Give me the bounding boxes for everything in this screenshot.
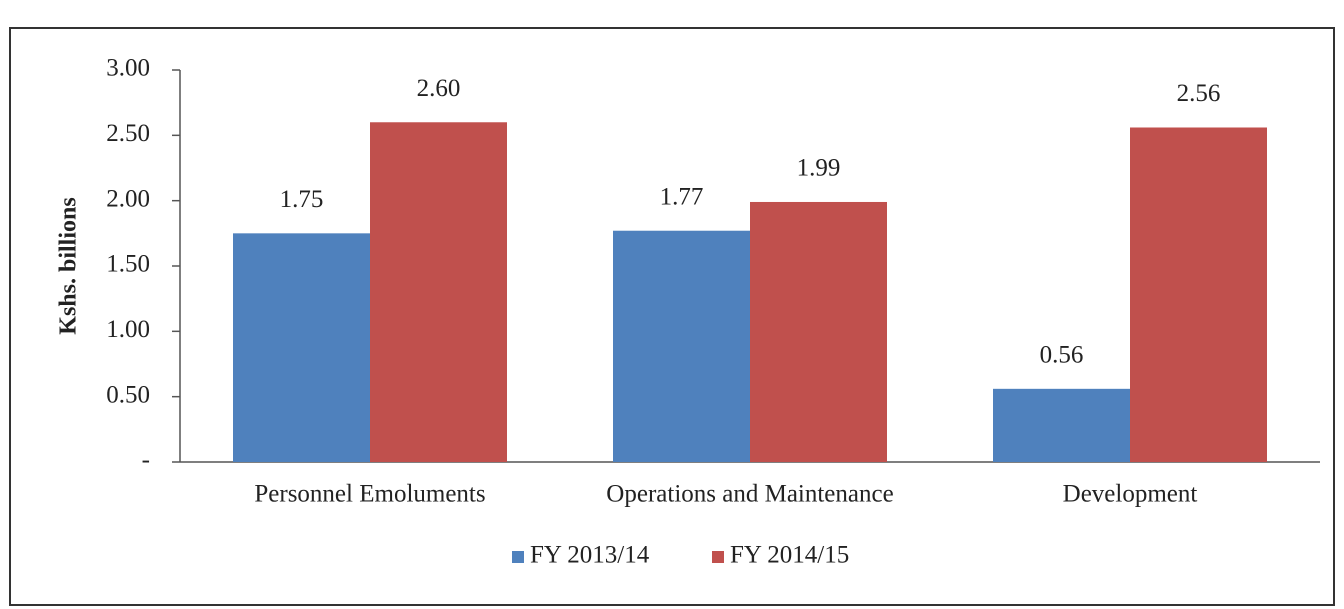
- y-tick-label: 2.50: [106, 120, 150, 147]
- data-label: 0.56: [1040, 342, 1084, 369]
- legend-label: FY 2013/14: [530, 542, 650, 569]
- bar: [613, 230, 750, 462]
- data-label: 2.56: [1177, 80, 1221, 107]
- y-tick-label: 0.50: [106, 381, 150, 408]
- bar: [370, 122, 507, 463]
- x-tick-label: Operations and Maintenance: [606, 481, 893, 508]
- y-tick-label: 3.00: [106, 55, 150, 82]
- bar: [993, 388, 1130, 462]
- x-tick-label: Personnel Emoluments: [254, 481, 485, 508]
- x-tick-label: Development: [1063, 481, 1198, 508]
- data-label: 1.75: [280, 186, 324, 213]
- legend-swatch: [512, 551, 524, 563]
- data-label: 2.60: [417, 75, 461, 102]
- data-label: 1.77: [660, 183, 704, 210]
- bar: [233, 233, 370, 462]
- y-tick-label: 2.00: [106, 185, 150, 212]
- bar: [1130, 127, 1267, 462]
- y-axis-label: Kshs. billions: [56, 197, 82, 334]
- y-tick-label: 1.50: [106, 251, 150, 278]
- legend-label: FY 2014/15: [730, 542, 849, 569]
- y-tick-label: 1.00: [106, 316, 150, 343]
- data-label: 1.99: [797, 155, 841, 182]
- legend-swatch: [712, 551, 724, 563]
- y-tick-label: -: [142, 447, 150, 474]
- bar: [750, 201, 887, 462]
